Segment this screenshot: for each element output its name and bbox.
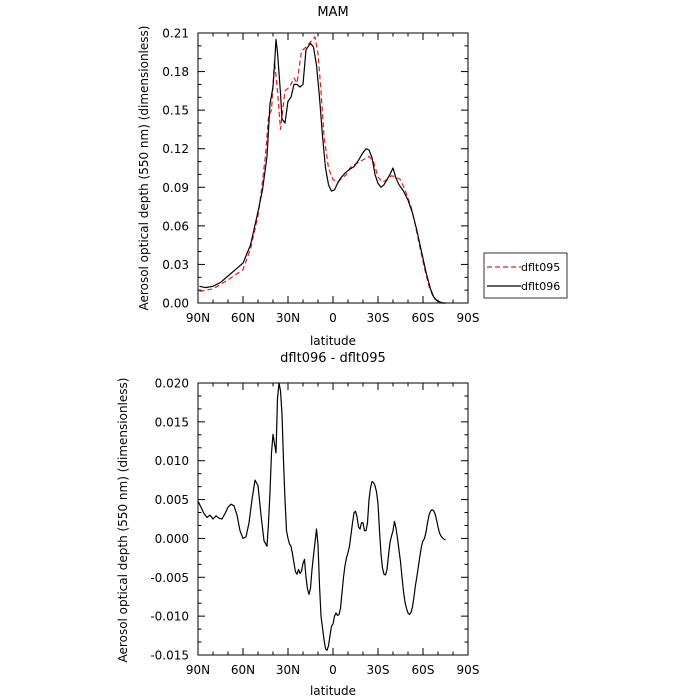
bottom-y-tick-label: 0.010 <box>155 454 189 468</box>
top-x-tick-label: 90N <box>186 311 210 325</box>
top-plot-frame <box>197 32 469 304</box>
bottom-chart-title: dflt096 - dflt095 <box>280 351 386 366</box>
top-x-tick-label: 60S <box>412 311 435 325</box>
bottom-y-tick-label: 0.000 <box>155 532 189 546</box>
bottom-y-tick-label: 0.015 <box>155 415 189 429</box>
bottom-x-tick-label: 0 <box>329 663 337 677</box>
bottom-plot-frame <box>197 382 469 656</box>
bottom-x-tick-label: 60N <box>231 663 255 677</box>
legend-label-dflt096: dflt096 <box>521 280 560 293</box>
bottom-y-axis-label: Aerosol optical depth (550 nm) (dimensio… <box>116 378 130 663</box>
top-y-tick-label: 0.12 <box>162 142 189 156</box>
top-series-line-dflt096 <box>199 38 446 304</box>
top-y-tick-label: 0.06 <box>162 219 189 233</box>
top-panel: MAM Aerosol optical depth (550 nm) (dime… <box>137 5 479 348</box>
top-series-lines <box>199 36 446 304</box>
bottom-y-tick-label: -0.010 <box>150 610 189 624</box>
bottom-x-tick-label: 30N <box>276 663 300 677</box>
bottom-x-tick-label: 90N <box>186 663 210 677</box>
bottom-x-tick-label: 90S <box>457 663 480 677</box>
bottom-x-tick-label: 30S <box>367 663 390 677</box>
top-axis-ticks: 90N 60N 30N 0 30S 60S 90S 0.00 0.03 0.06 0.09 0.12 0… <box>162 27 479 326</box>
top-y-tick-label: 0.03 <box>162 258 189 272</box>
top-x-tick-label: 30S <box>367 311 390 325</box>
top-y-tick-label: 0.18 <box>162 65 189 79</box>
bottom-series-line-difference <box>197 382 446 651</box>
top-y-tick-label: 0.00 <box>162 297 189 311</box>
top-x-tick-label: 0 <box>329 311 337 325</box>
bottom-panel: dflt096 - dflt095 Aerosol optical depth … <box>116 351 479 698</box>
bottom-series-lines <box>197 382 446 651</box>
bottom-x-tick-label: 60S <box>412 663 435 677</box>
bottom-y-tick-label: 0.005 <box>155 493 189 507</box>
top-x-tick-label: 60N <box>231 311 255 325</box>
top-chart-title: MAM <box>317 5 348 20</box>
legend-label-dflt095: dflt095 <box>521 261 560 274</box>
bottom-y-tick-label: -0.005 <box>150 571 189 585</box>
top-y-tick-label: 0.15 <box>162 104 189 118</box>
top-series-line-dflt095 <box>199 36 446 304</box>
top-x-axis-label: latitude <box>310 334 356 348</box>
legend: dflt095 dflt096 <box>483 252 568 299</box>
bottom-y-tick-label: 0.020 <box>155 377 189 391</box>
top-y-tick-label: 0.09 <box>162 181 189 195</box>
top-x-tick-label: 30N <box>276 311 300 325</box>
bottom-y-tick-label: -0.015 <box>150 649 189 663</box>
top-x-tick-label: 90S <box>457 311 480 325</box>
bottom-axis-ticks: 90N 60N 30N 0 30S 60S 90S -0.015 -0.010 -0.005 0.0… <box>150 377 479 678</box>
top-y-tick-label: 0.21 <box>162 27 189 41</box>
bottom-x-axis-label: latitude <box>310 684 356 698</box>
top-y-axis-label: Aerosol optical depth (550 nm) (dimensio… <box>137 26 151 311</box>
legend-box <box>483 252 568 299</box>
